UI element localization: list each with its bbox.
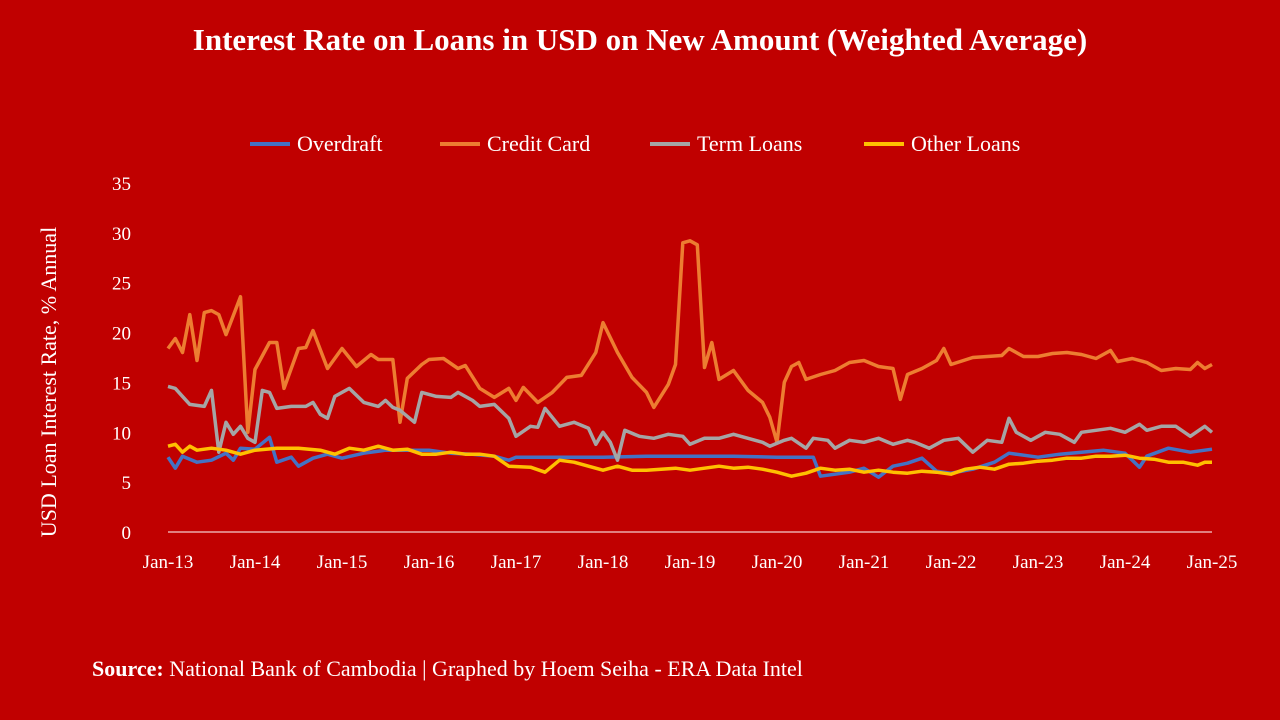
y-tick-label: 25 — [112, 274, 131, 295]
x-tick-label: Jan-18 — [578, 552, 629, 573]
y-tick-label: 15 — [112, 373, 131, 394]
x-tick-label: Jan-15 — [317, 552, 368, 573]
x-tick-label: Jan-19 — [665, 552, 716, 573]
y-tick-label: 30 — [112, 224, 131, 245]
legend-label: Term Loans — [697, 131, 802, 156]
chart-legend: Overdraft Credit Card Term Loans Other Loan… — [250, 131, 1020, 156]
source-label: Source: — [92, 656, 164, 681]
legend-item: Overdraft — [250, 131, 383, 156]
legend-label: Credit Card — [487, 131, 590, 156]
source-note: Source: National Bank of Cambodia | Grap… — [92, 656, 803, 682]
y-tick-label: 0 — [122, 523, 132, 544]
x-tick-label: Jan-16 — [404, 552, 455, 573]
y-tick-label: 35 — [112, 174, 131, 195]
legend-item: Credit Card — [440, 131, 590, 156]
x-axis: Jan-13 Jan-14 Jan-15 Jan-16 Jan-17 Jan-18 Jan-… — [143, 531, 1238, 573]
series-layer — [166, 239, 1214, 479]
x-tick-label: Jan-21 — [839, 552, 890, 573]
series-line-credit-card — [166, 239, 1213, 445]
legend-label: Other Loans — [911, 131, 1020, 156]
x-tick-label: Jan-14 — [230, 552, 281, 573]
y-axis: 0 5 10 15 20 25 30 35 — [112, 174, 131, 544]
x-tick-label: Jan-24 — [1100, 552, 1151, 573]
x-tick-label: Jan-25 — [1187, 552, 1238, 573]
x-tick-label: Jan-23 — [1013, 552, 1064, 573]
x-tick-label: Jan-13 — [143, 552, 194, 573]
y-tick-label: 20 — [112, 324, 131, 345]
legend-item: Other Loans — [864, 131, 1020, 156]
legend-label: Overdraft — [297, 131, 383, 156]
series-line-other-loans — [167, 442, 1212, 478]
y-axis-title: USD Loan Interest Rate, % Annual — [36, 227, 61, 537]
x-tick-label: Jan-22 — [926, 552, 977, 573]
series-line-overdraft — [166, 435, 1213, 479]
source-text: National Bank of Cambodia | Graphed by H… — [163, 656, 803, 681]
y-tick-label: 5 — [122, 473, 132, 494]
x-tick-label: Jan-20 — [752, 552, 803, 573]
x-tick-label: Jan-17 — [491, 552, 542, 573]
legend-item: Term Loans — [650, 131, 802, 156]
y-tick-label: 10 — [112, 423, 131, 444]
chart-title: Interest Rate on Loans in USD on New Amo… — [192, 22, 1088, 57]
series-line-term-loans — [167, 384, 1214, 462]
